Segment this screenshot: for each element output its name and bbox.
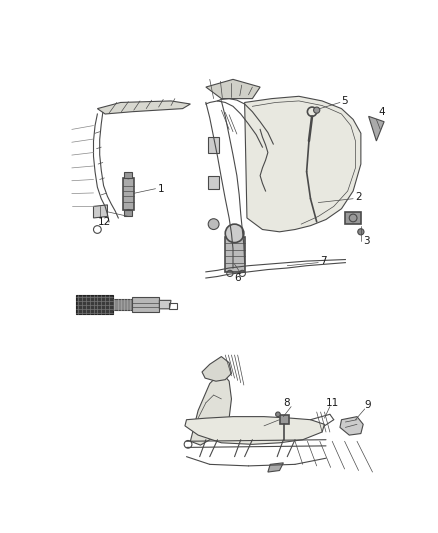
Circle shape: [125, 209, 131, 216]
Circle shape: [125, 173, 131, 179]
Circle shape: [314, 107, 320, 113]
Polygon shape: [159, 301, 171, 309]
Polygon shape: [268, 463, 283, 472]
Polygon shape: [185, 417, 325, 445]
Text: 5: 5: [342, 96, 348, 106]
Polygon shape: [206, 79, 260, 99]
Polygon shape: [191, 372, 231, 445]
Polygon shape: [113, 299, 132, 310]
Circle shape: [208, 219, 219, 230]
Polygon shape: [208, 175, 219, 189]
Circle shape: [358, 229, 364, 235]
Text: 8: 8: [283, 398, 290, 408]
Polygon shape: [245, 96, 361, 232]
Polygon shape: [340, 417, 363, 435]
Text: 11: 11: [326, 398, 339, 408]
Polygon shape: [93, 205, 107, 218]
Polygon shape: [124, 210, 132, 216]
Polygon shape: [208, 137, 219, 152]
Polygon shape: [77, 295, 113, 314]
Text: 4: 4: [379, 107, 385, 117]
Text: 12: 12: [97, 217, 111, 227]
Polygon shape: [202, 357, 231, 381]
Polygon shape: [369, 116, 384, 141]
Polygon shape: [124, 172, 132, 178]
Polygon shape: [123, 178, 134, 210]
Text: 3: 3: [363, 236, 370, 246]
Text: 7: 7: [320, 256, 326, 266]
Polygon shape: [225, 237, 245, 272]
Polygon shape: [279, 415, 289, 424]
Polygon shape: [346, 212, 361, 224]
Text: 2: 2: [356, 192, 362, 202]
Text: 9: 9: [365, 400, 371, 410]
Text: 6: 6: [235, 273, 241, 283]
Circle shape: [225, 224, 244, 243]
Polygon shape: [132, 297, 159, 312]
Text: 1: 1: [158, 184, 164, 193]
Circle shape: [276, 412, 280, 417]
Polygon shape: [97, 101, 191, 114]
